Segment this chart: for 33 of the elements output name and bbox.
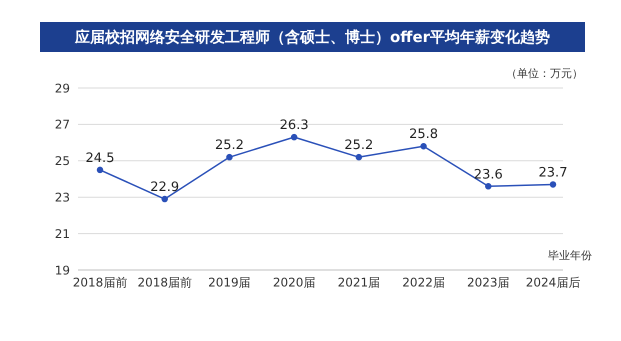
y-tick-label: 23 bbox=[54, 190, 70, 204]
chart-title: 应届校招网络安全研发工程师（含硕士、博士）offer平均年薪变化趋势 bbox=[40, 22, 585, 52]
data-label: 26.3 bbox=[280, 118, 309, 134]
data-label: 23.7 bbox=[538, 165, 568, 180]
point bbox=[420, 142, 427, 150]
point bbox=[356, 154, 362, 160]
data-label: 23.6 bbox=[474, 167, 503, 182]
x-tick-label: 2023届 bbox=[467, 276, 510, 290]
data-label: 24.5 bbox=[86, 150, 114, 166]
y-tick-label: 25 bbox=[54, 154, 70, 168]
point bbox=[161, 196, 168, 202]
x-tick-label: 2021届 bbox=[338, 276, 380, 290]
x-tick-label: 2020届 bbox=[272, 276, 316, 290]
x-tick-label: 2019届 bbox=[208, 276, 251, 290]
y-tick-label: 21 bbox=[54, 226, 70, 241]
data-label: 25.8 bbox=[409, 127, 438, 142]
x-tick-label: 2024届后 bbox=[526, 276, 580, 290]
text: （单位：万元） bbox=[506, 66, 583, 81]
x-tick-label: 2018届前 bbox=[137, 276, 192, 290]
y-tick-label: 27 bbox=[54, 118, 70, 132]
point bbox=[550, 181, 556, 188]
x-axis-title: 毕业年份 bbox=[548, 248, 592, 263]
x-tick-label: 2018届前 bbox=[72, 276, 128, 290]
data-label: 22.9 bbox=[150, 180, 180, 196]
point bbox=[290, 134, 298, 140]
x-tick-label: 2022届 bbox=[402, 276, 445, 290]
data-label: 25.2 bbox=[214, 138, 244, 154]
y-tick-label: 29 bbox=[54, 81, 70, 96]
point bbox=[485, 183, 492, 190]
point bbox=[96, 166, 104, 174]
y-tick-label: 19 bbox=[54, 263, 70, 278]
point bbox=[226, 154, 233, 160]
data-label: 25.2 bbox=[344, 138, 374, 154]
